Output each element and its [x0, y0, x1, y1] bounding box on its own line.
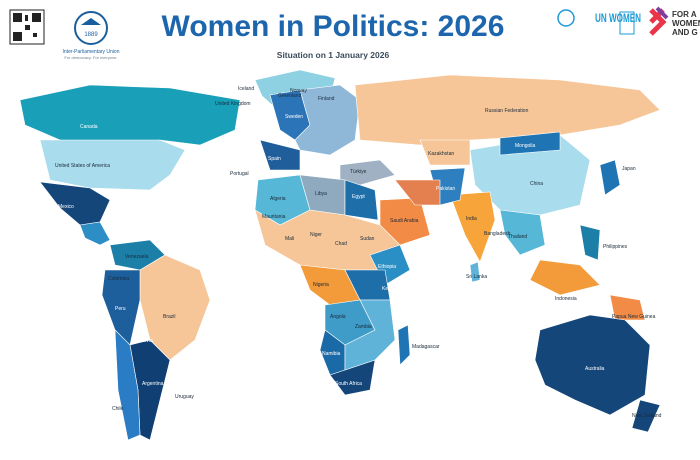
- country-shape: [529, 259, 601, 296]
- campaign-logo: FOR A WOMEN AND G: [649, 6, 700, 37]
- country-shape: [79, 221, 111, 246]
- country-label: United States of America: [55, 163, 110, 169]
- country-label: Iceland: [238, 86, 254, 92]
- country-shape: [499, 209, 546, 256]
- qr-code: [9, 9, 45, 45]
- country-label: Egypt: [352, 194, 365, 200]
- country-label: Türkiye: [350, 169, 367, 175]
- country-label: Greenland: [278, 93, 302, 99]
- country-shape: [499, 131, 561, 156]
- country-shape: [344, 299, 396, 371]
- country-shape: [397, 324, 411, 366]
- country-label: Norway: [290, 88, 307, 94]
- country-label: Papua New Guinea: [612, 314, 656, 320]
- country-shape: [534, 314, 651, 416]
- country-label: Bangladesh: [484, 231, 511, 237]
- country-label: Saudi Arabia: [390, 218, 419, 224]
- country-label: South Africa: [335, 381, 362, 387]
- subtitle: Situation on 1 January 2026: [277, 50, 390, 60]
- country-label: Mexico: [58, 204, 74, 210]
- ipu-year: 1889: [84, 32, 98, 38]
- country-label: Zambia: [355, 324, 372, 330]
- campaign-line: AND G: [672, 28, 698, 37]
- country-label: Venezuela: [125, 254, 149, 260]
- country-label: Mali: [285, 236, 294, 242]
- country-shape: [294, 84, 361, 156]
- country-shape: [354, 74, 661, 146]
- country-label: Ethiopia: [378, 264, 396, 270]
- country-label: Libya: [315, 191, 327, 197]
- country-label: Indonesia: [555, 296, 577, 302]
- title: Women in Politics: 2026: [162, 10, 505, 43]
- country-label: Colombia: [108, 276, 129, 282]
- ipu-tagline: For democracy. For everyone.: [64, 55, 117, 60]
- country-label: Kenya: [382, 286, 396, 292]
- country-label: Australia: [585, 366, 605, 372]
- country-shape: [344, 179, 379, 221]
- ipu-name: Inter-Parliamentary Union: [63, 49, 120, 55]
- country-shape: [114, 329, 141, 441]
- country-label: Peru: [115, 306, 126, 312]
- country-label: Brazil: [163, 314, 176, 320]
- country-label: Bolivia: [138, 338, 153, 344]
- country-shape: [599, 159, 621, 196]
- country-label: Kazakhstan: [428, 151, 454, 157]
- country-label: Pakistan: [436, 186, 455, 192]
- country-label: New Zealand: [632, 413, 662, 419]
- country-label: Sweden: [285, 114, 303, 120]
- country-label: Japan: [622, 166, 636, 172]
- un-women-text: UN WOMEN: [595, 11, 641, 25]
- country-label: Mongolia: [515, 143, 536, 149]
- country-label: Angola: [330, 314, 346, 320]
- country-label: Mauritania: [262, 214, 286, 220]
- country-shape: [339, 159, 396, 186]
- country-label: Sudan: [360, 236, 375, 242]
- country-shape: [394, 179, 441, 206]
- country-shape: [329, 359, 376, 396]
- country-label: Russian Federation: [485, 108, 529, 114]
- country-shape: [631, 399, 661, 433]
- country-label: Madagascar: [412, 344, 440, 350]
- country-label: Finland: [318, 96, 335, 102]
- country-label: Algeria: [270, 196, 286, 202]
- country-label: Niger: [310, 232, 322, 238]
- country-label: China: [530, 181, 543, 187]
- country-label: Nigeria: [313, 282, 329, 288]
- country-shape: [449, 191, 496, 263]
- country-label: Argentina: [142, 381, 164, 387]
- country-label: Sri Lanka: [466, 274, 487, 280]
- country-label: Chile: [112, 406, 124, 412]
- country-label: Spain: [268, 156, 281, 162]
- country-label: Uruguay: [175, 394, 194, 400]
- country-label: Canada: [80, 124, 98, 130]
- country-shape: [139, 254, 211, 361]
- country-label: Philippines: [603, 244, 628, 250]
- country-shape: [259, 139, 301, 171]
- country-shape: [609, 294, 646, 321]
- country-label: Portugal: [230, 171, 249, 177]
- country-label: Namibia: [322, 351, 341, 357]
- country-label: United Kingdom: [215, 101, 251, 107]
- country-label: Thailand: [508, 234, 527, 240]
- campaign-line: WOMEN: [672, 19, 700, 28]
- country-label: Chad: [335, 241, 347, 247]
- un-women-logo: UN WOMEN: [557, 9, 641, 35]
- country-shape: [19, 84, 241, 146]
- country-shape: [39, 139, 186, 191]
- world-map: [19, 69, 661, 441]
- country-labels: Canada United States of America Mexico B…: [55, 86, 662, 419]
- campaign-line: FOR A: [672, 10, 697, 19]
- ipu-logo: 1889 Inter-Parliamentary Union For democ…: [63, 11, 120, 60]
- country-shape: [469, 261, 481, 283]
- country-label: India: [466, 216, 477, 222]
- country-shape: [579, 224, 601, 261]
- country-shape: [419, 139, 471, 166]
